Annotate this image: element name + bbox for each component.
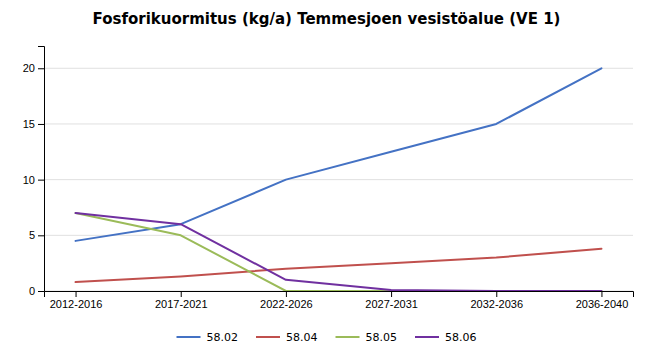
y-tick: 5 bbox=[29, 229, 44, 241]
y-tick: 15 bbox=[23, 118, 44, 130]
series-line bbox=[76, 249, 602, 282]
legend: 58.02 58.04 58.05 58.06 bbox=[177, 331, 477, 344]
tick-mark bbox=[38, 68, 44, 69]
tick-label: 2027-2031 bbox=[365, 298, 418, 310]
tick-label: 10 bbox=[23, 174, 35, 186]
legend-label: 58.06 bbox=[445, 331, 477, 344]
legend-label: 58.02 bbox=[207, 331, 239, 344]
legend-item: 58.04 bbox=[256, 331, 318, 344]
legend-swatch bbox=[336, 336, 360, 338]
x-tick: 2027-2031 bbox=[365, 291, 418, 310]
tick-label: 20 bbox=[23, 62, 35, 74]
x-tick: 2012-2016 bbox=[50, 291, 103, 310]
tick-mark bbox=[38, 124, 44, 125]
legend-item: 58.05 bbox=[336, 331, 398, 344]
legend-label: 58.04 bbox=[286, 331, 318, 344]
series-line bbox=[76, 68, 602, 241]
legend-item: 58.02 bbox=[177, 331, 239, 344]
y-axis: 0 5 10 15 20 bbox=[23, 47, 45, 298]
tick-label: 2022-2026 bbox=[260, 298, 313, 310]
grid-line bbox=[44, 179, 633, 180]
plot: 0 5 10 15 20 2012-2016 2017-2021 2022-2026 2027-… bbox=[23, 47, 634, 310]
grid-line bbox=[44, 123, 633, 124]
grid-line bbox=[44, 68, 633, 69]
chart: Fosforikuormitus (kg/a) Temmesjoen vesis… bbox=[0, 0, 653, 355]
lines bbox=[76, 68, 602, 291]
grid bbox=[44, 68, 633, 291]
x-tick: 2032-2036 bbox=[470, 291, 523, 310]
axis-line bbox=[45, 292, 634, 298]
tick-mark bbox=[601, 291, 602, 297]
title: Fosforikuormitus (kg/a) Temmesjoen vesis… bbox=[93, 10, 561, 28]
tick-mark bbox=[286, 291, 287, 297]
tick-label: 2012-2016 bbox=[50, 298, 103, 310]
x-axis: 2012-2016 2017-2021 2022-2026 2027-2031 2032… bbox=[45, 291, 634, 310]
legend-label: 58.05 bbox=[366, 331, 398, 344]
tick-mark bbox=[38, 291, 44, 292]
x-tick: 2017-2021 bbox=[155, 291, 208, 310]
tick-mark bbox=[181, 291, 182, 297]
tick-label: 2017-2021 bbox=[155, 298, 208, 310]
x-tick: 2022-2026 bbox=[260, 291, 313, 310]
tick-label: 0 bbox=[29, 285, 35, 297]
tick-mark bbox=[38, 235, 44, 236]
tick-label: 5 bbox=[29, 229, 35, 241]
y-tick: 10 bbox=[23, 174, 44, 186]
grid-line bbox=[44, 235, 633, 236]
tick-label: 2032-2036 bbox=[470, 298, 523, 310]
tick-mark bbox=[391, 291, 392, 297]
tick-label: 15 bbox=[23, 118, 35, 130]
y-tick: 20 bbox=[23, 62, 44, 74]
legend-swatch bbox=[177, 336, 201, 338]
x-tick: 2036-2040 bbox=[576, 291, 629, 310]
tick-mark bbox=[38, 180, 44, 181]
tick-mark bbox=[76, 291, 77, 297]
y-tick: 0 bbox=[29, 285, 44, 297]
legend-swatch bbox=[256, 336, 280, 338]
axis-line bbox=[38, 47, 45, 292]
legend-swatch bbox=[415, 336, 439, 338]
series-line bbox=[76, 213, 602, 291]
tick-mark bbox=[496, 291, 497, 297]
legend-item: 58.06 bbox=[415, 331, 477, 344]
series-line bbox=[76, 213, 602, 291]
tick-label: 2036-2040 bbox=[576, 298, 629, 310]
